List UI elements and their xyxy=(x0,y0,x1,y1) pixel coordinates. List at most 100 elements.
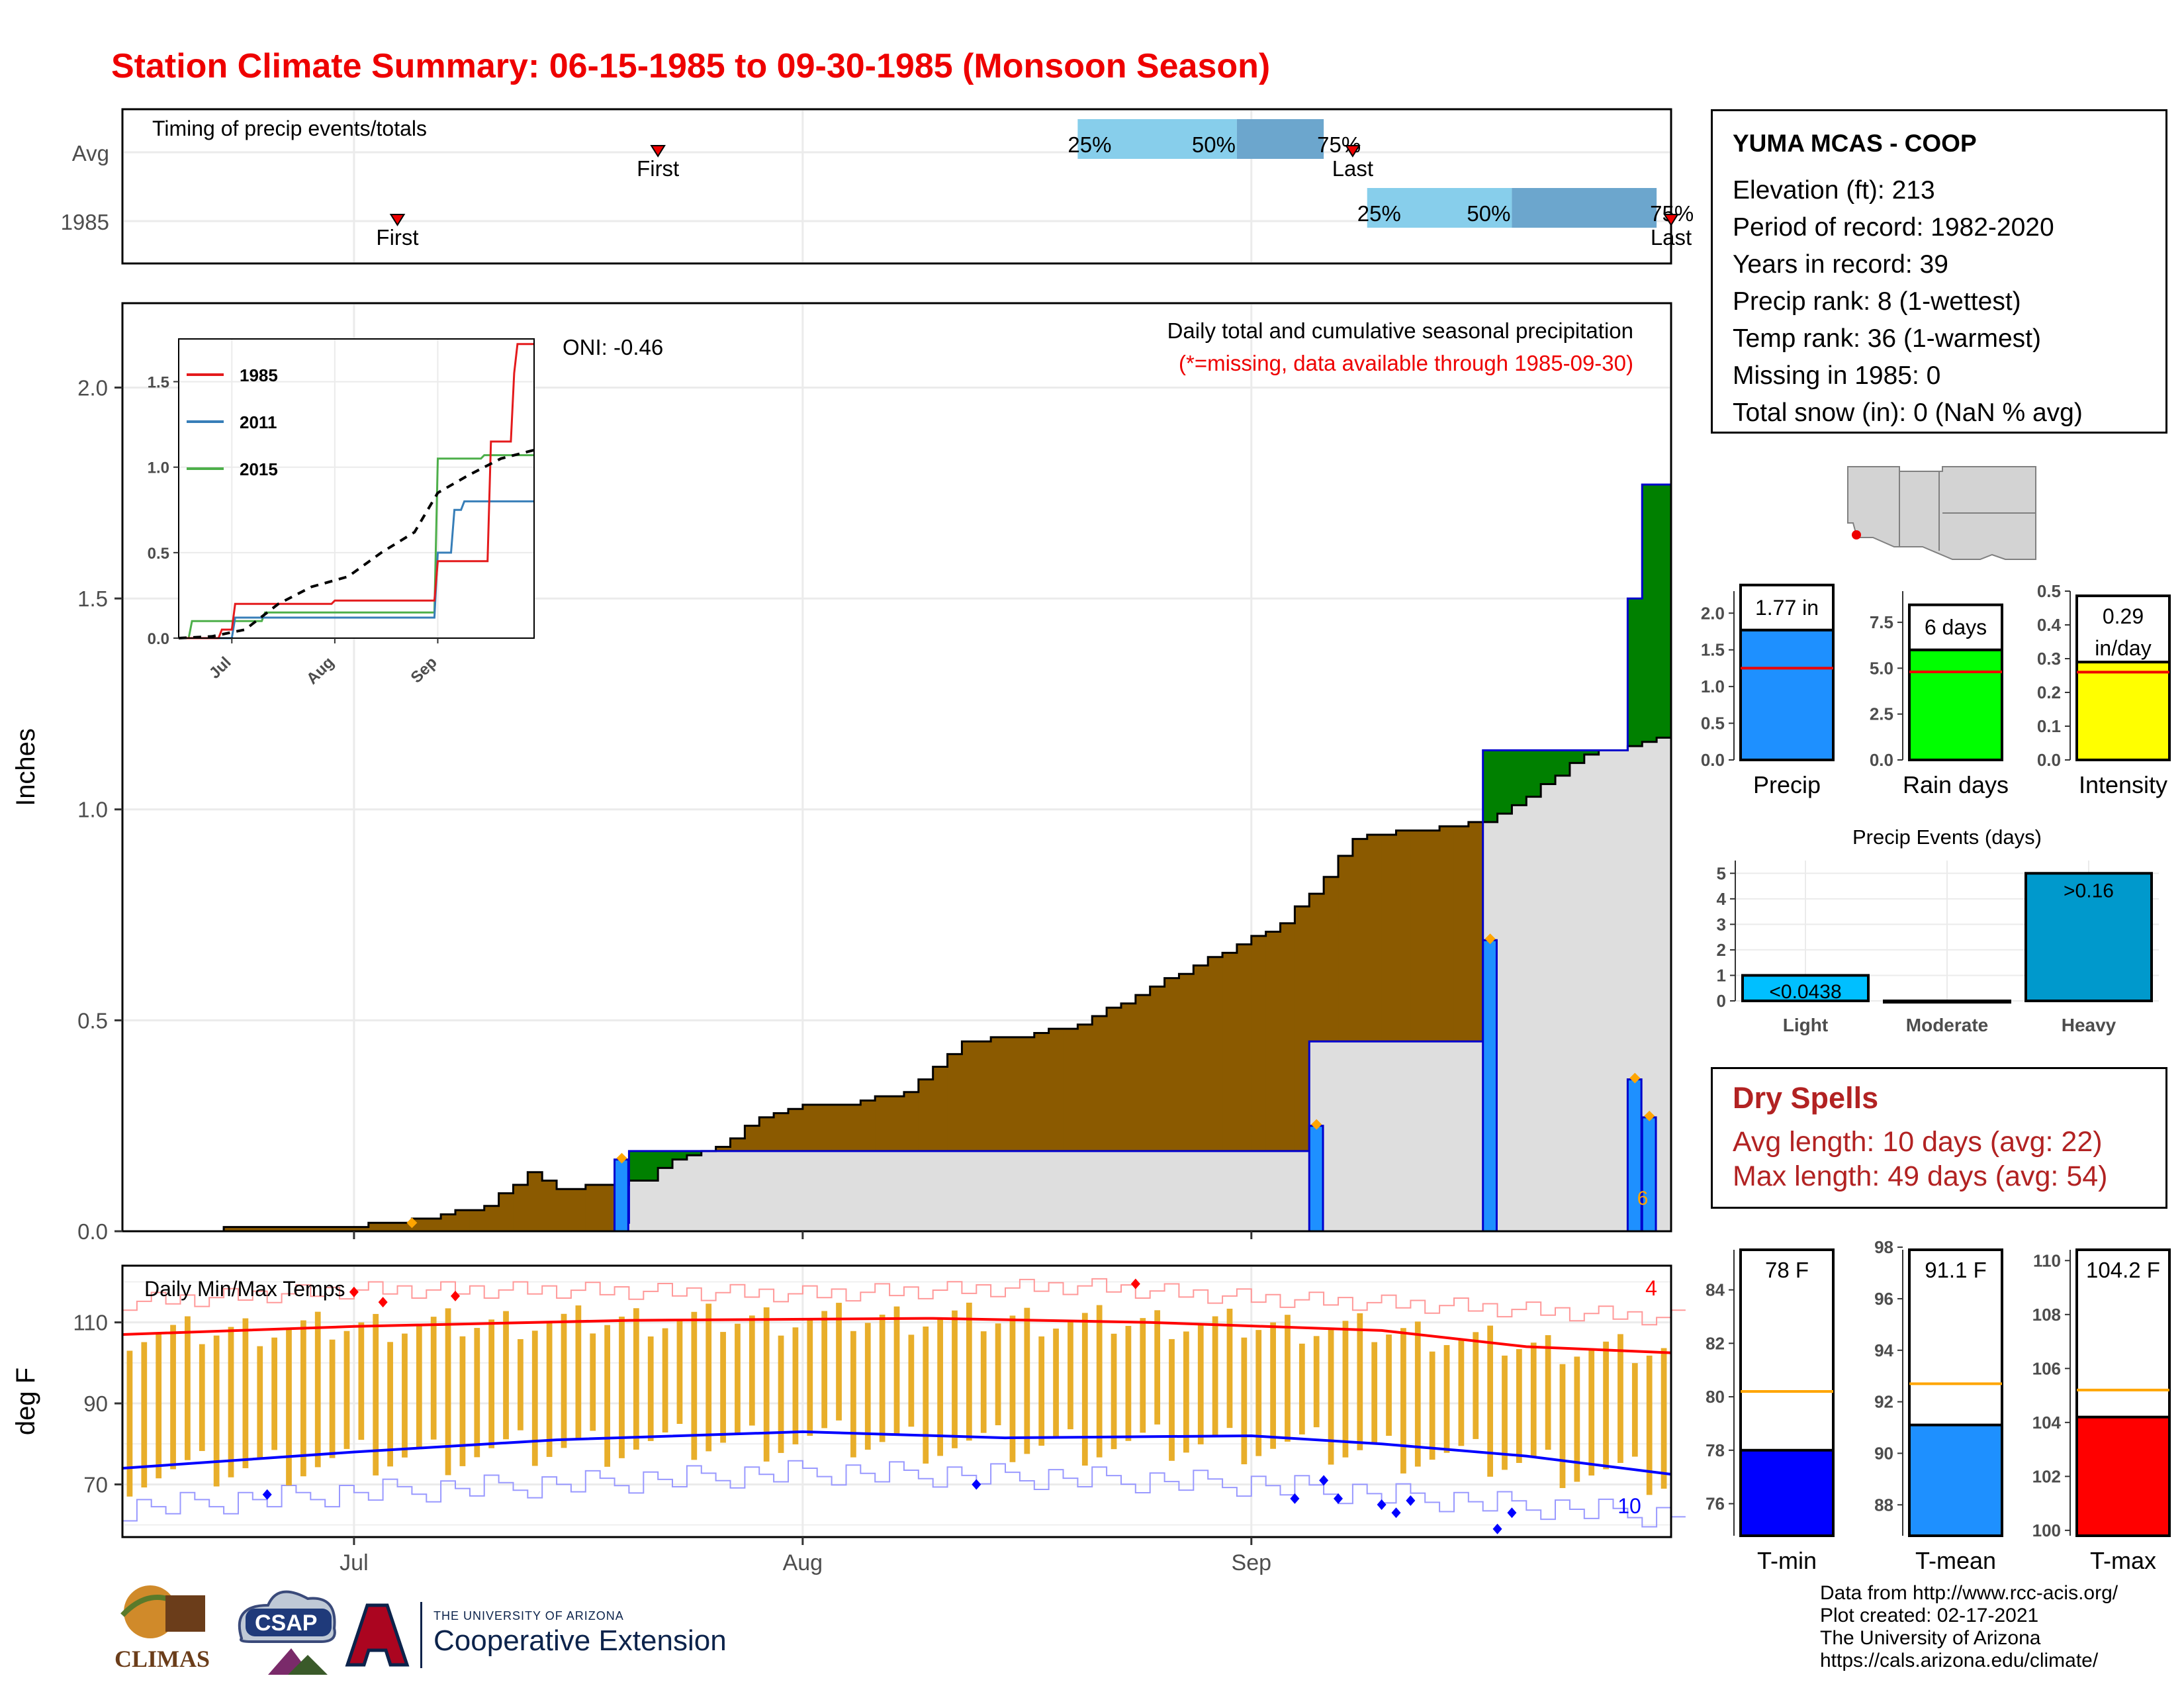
avg-fill-segment xyxy=(947,1150,963,1231)
deficit-segment xyxy=(1468,821,1484,1042)
deficit-segment xyxy=(903,1092,919,1151)
deficit-segment xyxy=(730,1138,745,1151)
deficit-segment xyxy=(745,1125,760,1151)
daily-temp-range xyxy=(864,1323,871,1450)
deficit-segment xyxy=(1309,894,1324,1042)
avg-fill-segment xyxy=(1497,814,1513,1231)
daily-temp-range xyxy=(1241,1337,1248,1465)
avg-fill-segment xyxy=(715,1150,731,1231)
timing-last-label: Last xyxy=(1651,225,1692,250)
credit-line: Plot created: 02-17-2021 xyxy=(1820,1605,2039,1626)
station-info-box: YUMA MCAS - COOP Elevation (ft): 213 Per… xyxy=(1711,109,2167,434)
events-tick-label: 5 xyxy=(1717,863,1726,883)
surplus-segment xyxy=(1642,485,1657,742)
quartile-bar-25-50 xyxy=(1077,119,1237,159)
daily-temp-range xyxy=(590,1333,596,1431)
daily-temp-range xyxy=(199,1344,205,1451)
surplus-segment xyxy=(1541,750,1556,784)
climas-logo: CLIMAS xyxy=(114,1585,210,1672)
avg-fill-segment xyxy=(1324,1041,1339,1231)
deficit-segment xyxy=(383,1223,398,1231)
deficit-segment xyxy=(1425,830,1440,1042)
daily-temp-range xyxy=(1617,1334,1623,1464)
temp-bar-label: T-min xyxy=(1757,1547,1817,1574)
temp-panel-title: Daily Min/Max Temps xyxy=(144,1277,345,1301)
summary-bar xyxy=(1908,648,2003,762)
avg-fill-segment xyxy=(686,1155,702,1231)
avg-fill-segment xyxy=(1439,1041,1455,1231)
precip-y-tick-label: 1.5 xyxy=(77,586,108,611)
deficit-segment xyxy=(600,1184,615,1231)
daily-temp-range xyxy=(1197,1323,1204,1444)
x-axis-tick-label: Jul xyxy=(340,1550,368,1575)
temp-y-ticks: 70 90 110 xyxy=(73,1311,122,1497)
daily-precip-marker xyxy=(616,1152,627,1164)
daily-temp-range xyxy=(923,1326,929,1464)
deficit-segment xyxy=(1453,826,1469,1042)
temp-bar-tick-label: 98 xyxy=(1874,1237,1893,1257)
deficit-segment xyxy=(1019,1037,1035,1151)
daily-temp-range xyxy=(1125,1325,1132,1441)
deficit-segment xyxy=(1120,1003,1136,1151)
daily-temp-range xyxy=(373,1313,379,1476)
avg-fill-segment xyxy=(1352,1041,1368,1231)
inset-y-tick-label: 1.5 xyxy=(148,374,169,392)
avg-fill-segment xyxy=(802,1150,818,1231)
record-low-marker xyxy=(1507,1507,1517,1519)
summary-tick-label: 0.5 xyxy=(2037,581,2061,601)
daily-temp-range xyxy=(1140,1318,1146,1433)
summary-tick-label: 2.0 xyxy=(1701,603,1725,623)
daily-temp-range xyxy=(1530,1342,1537,1456)
avg-fill-segment xyxy=(1338,1041,1353,1231)
avg-fill-segment xyxy=(846,1150,861,1231)
daily-temp-range xyxy=(735,1323,741,1434)
daily-precip-bar xyxy=(1308,1125,1324,1233)
deficit-segment xyxy=(875,1096,890,1151)
deficit-segment xyxy=(484,1205,500,1231)
daily-temp-range xyxy=(445,1308,451,1476)
daily-temp-range xyxy=(1081,1313,1088,1466)
deficit-segment xyxy=(426,1218,441,1231)
avg-fill-segment xyxy=(1295,1150,1310,1231)
daily-precip-marker xyxy=(1644,1110,1655,1121)
daily-temp-range xyxy=(1631,1363,1638,1457)
credits: Data from http://www.rcc-acis.org/ Plot … xyxy=(1820,1582,2118,1672)
university-of-arizona-logo: THE UNIVERSITY OF ARIZONA Cooperative Ex… xyxy=(345,1602,727,1668)
daily-temp-range xyxy=(1487,1325,1494,1477)
daily-temp-range xyxy=(1096,1305,1103,1458)
temp-bar-label: T-max xyxy=(2090,1547,2156,1574)
avg-fill-segment xyxy=(1092,1150,1107,1231)
daily-precip-bar xyxy=(1641,1116,1657,1233)
timing-first-marker xyxy=(650,145,666,158)
avg-fill-segment xyxy=(774,1150,789,1231)
ua-logo-small-text: THE UNIVERSITY OF ARIZONA xyxy=(433,1609,624,1622)
daily-temp-range xyxy=(1502,1355,1508,1470)
daily-temp-range xyxy=(1400,1328,1406,1474)
daily-temp-range xyxy=(850,1331,856,1458)
dry-spells-title: Dry Spells xyxy=(1733,1081,1879,1115)
deficit-segment xyxy=(759,1117,774,1151)
daily-temp-range xyxy=(1068,1321,1073,1430)
deficit-segment xyxy=(1352,839,1368,1042)
quartile-label: 50% xyxy=(1467,201,1510,226)
daily-precip-marker xyxy=(1311,1119,1322,1130)
temp-bar-tick-label: 76 xyxy=(1706,1494,1725,1514)
daily-temp-range xyxy=(1661,1348,1667,1489)
avg-fill-segment xyxy=(629,1180,644,1231)
avg-fill-segment xyxy=(1034,1150,1050,1231)
daily-precip-marker xyxy=(1629,1072,1641,1084)
avg-fill-segment xyxy=(1657,737,1672,1231)
summary-tick-label: 5.0 xyxy=(1870,658,1893,678)
daily-temp-range xyxy=(1588,1349,1595,1476)
deficit-segment xyxy=(224,1227,239,1231)
deficit-segment xyxy=(1150,986,1165,1151)
daily-temp-range xyxy=(546,1322,553,1457)
summary-tick-label: 1.5 xyxy=(1701,640,1725,660)
daily-temp-range xyxy=(314,1311,321,1468)
avg-fill-segment xyxy=(1453,1041,1469,1231)
daily-temp-range xyxy=(619,1316,625,1458)
legend-label-2015: 2015 xyxy=(240,459,278,479)
avg-fill-segment xyxy=(643,1180,659,1231)
avg-fill-segment xyxy=(1280,1150,1296,1231)
